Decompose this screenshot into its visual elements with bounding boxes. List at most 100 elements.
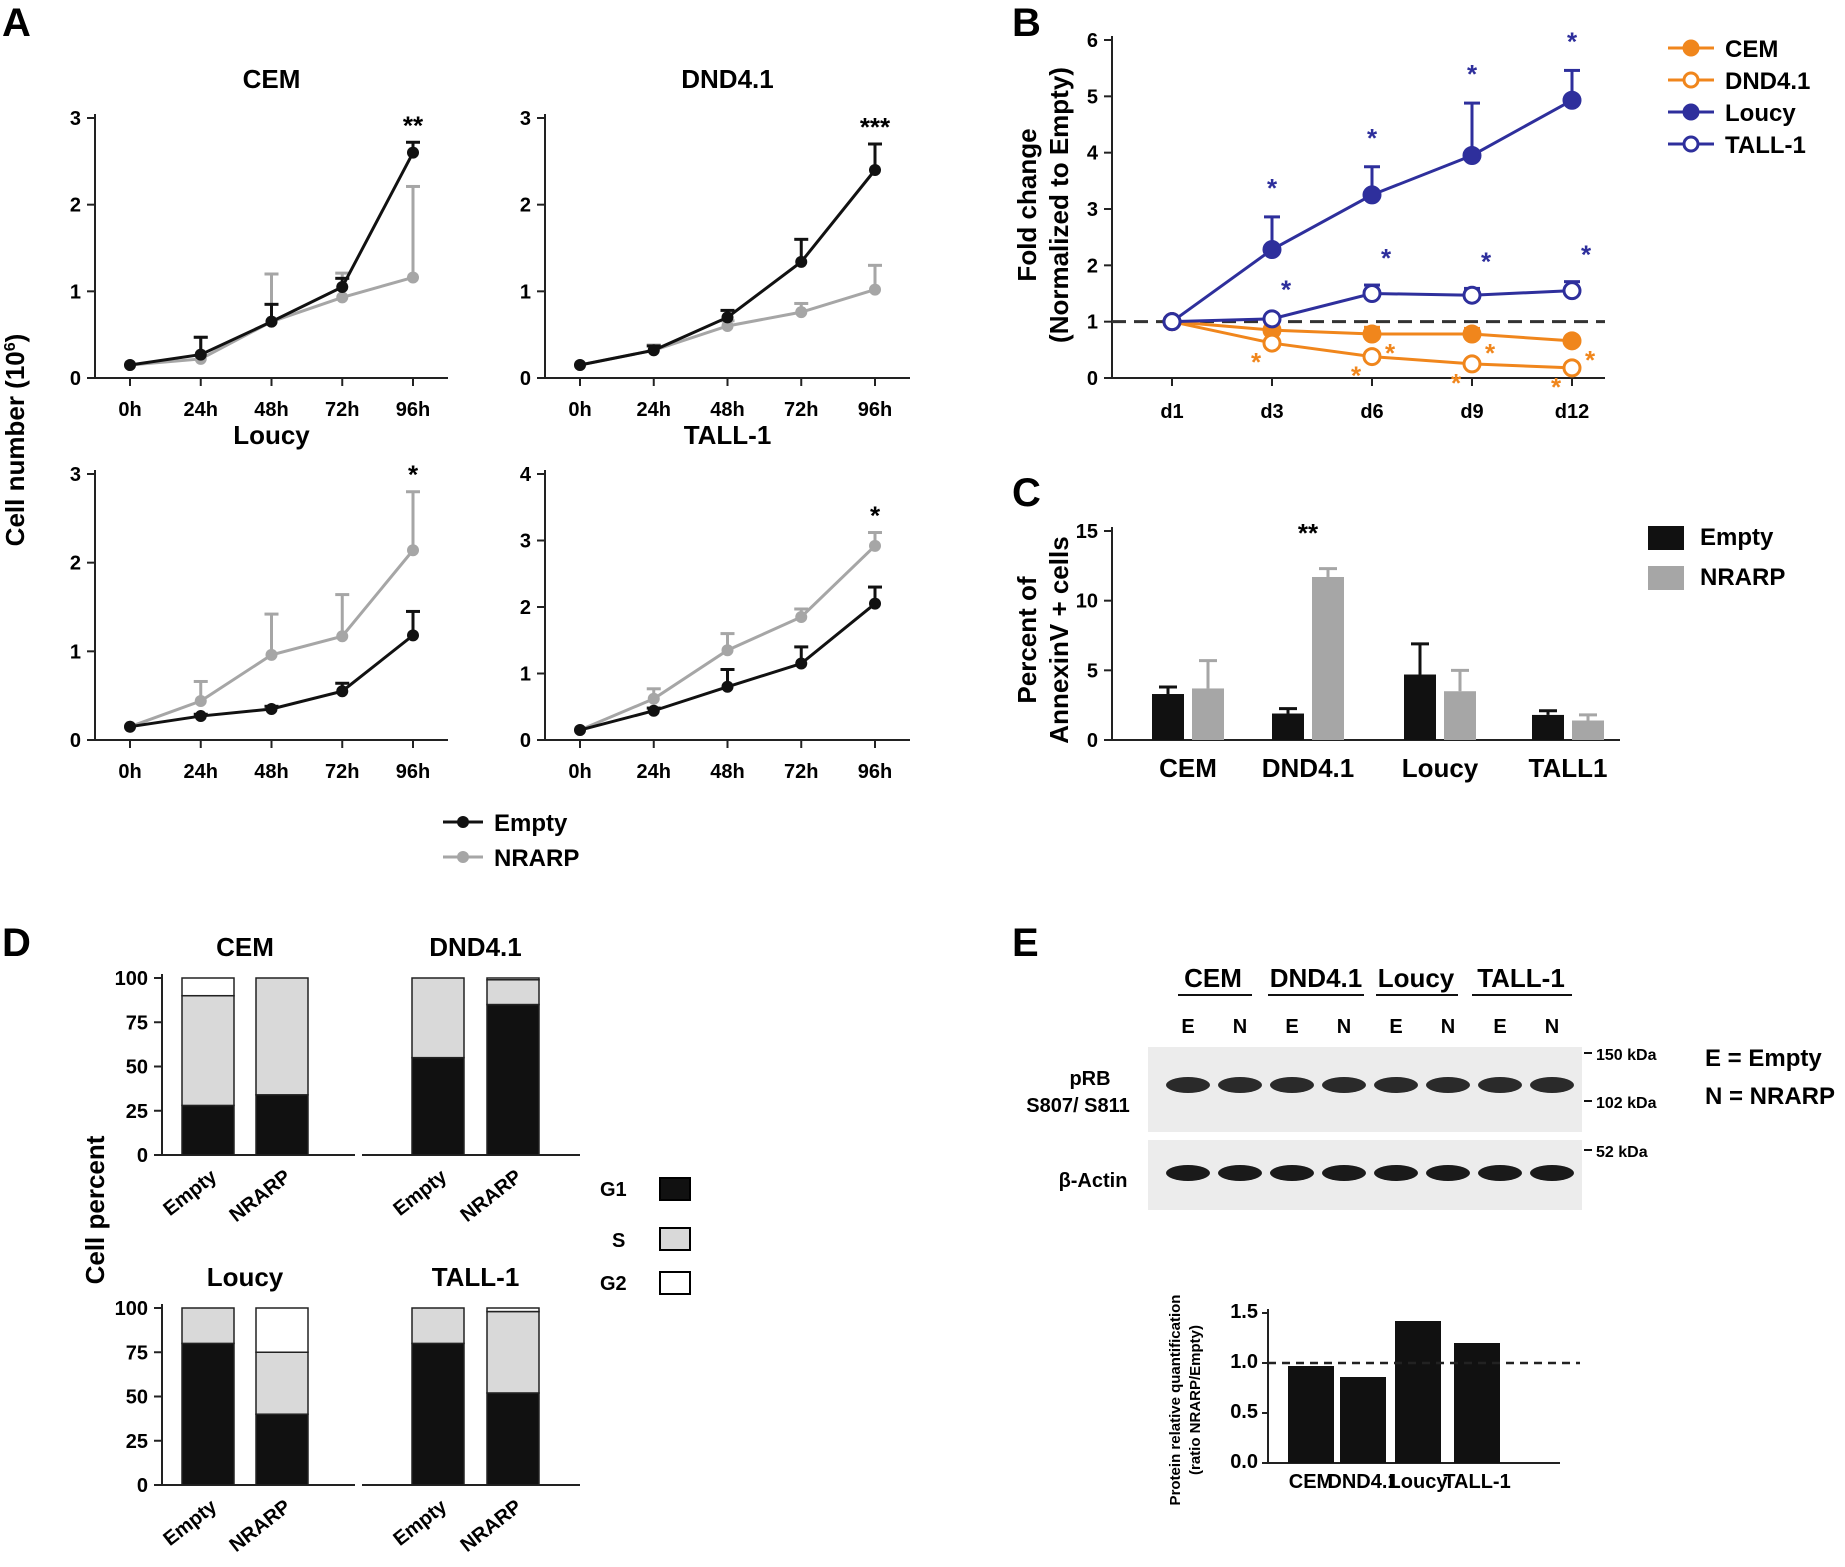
x-tick-label: 0h xyxy=(118,399,141,421)
lane-label: N xyxy=(1337,1016,1351,1038)
y-tick-label: 3 xyxy=(70,108,81,130)
x-tick-label: 24h xyxy=(637,761,671,783)
blot-row-prb-site: S807/ S811 xyxy=(1026,1095,1129,1117)
x-tick-label: 96h xyxy=(858,399,892,421)
y-tick-label: 1 xyxy=(70,281,81,303)
y-tick-label: 100 xyxy=(115,968,148,990)
bar-empty xyxy=(1152,694,1184,740)
key-nrarp: N = NRARP xyxy=(1705,1083,1835,1110)
bar-empty xyxy=(1272,713,1304,740)
legend-label-cem: CEM xyxy=(1725,36,1778,63)
panel-e-ylabel-line1: Protein relative quantification xyxy=(1167,1295,1184,1506)
data-point-empty xyxy=(265,315,278,328)
y-tick-label: 1 xyxy=(70,641,81,663)
data-point-empty xyxy=(194,348,207,361)
significance-mark: * xyxy=(1585,345,1596,375)
x-tick-label: DND4.1 xyxy=(1262,753,1354,783)
y-tick-label: 3 xyxy=(520,108,531,130)
marker-150: 150 kDa xyxy=(1596,1047,1657,1064)
stacked-segment-g1 xyxy=(411,1342,465,1486)
legend-s-label: S xyxy=(612,1230,625,1252)
data-point-nrarp xyxy=(194,694,207,707)
stacked-segment-g1 xyxy=(255,1094,309,1156)
chart-title: DND4.1 xyxy=(681,64,773,94)
x-tick-label: Loucy xyxy=(1402,753,1479,783)
legend-marker-cem xyxy=(1682,39,1700,57)
x-tick-label: DND4.1 xyxy=(1327,1471,1398,1493)
significance-mark: * xyxy=(1581,240,1592,270)
chart-title: TALL-1 xyxy=(432,1262,520,1292)
y-tick-label: 0 xyxy=(1087,730,1098,752)
data-point-empty xyxy=(869,597,881,610)
blot-header-cem: CEM xyxy=(1184,963,1242,993)
x-tick-label: NRARP xyxy=(225,1496,295,1557)
x-tick-label: d9 xyxy=(1460,401,1483,423)
panel-b-ylabel-line1: Fold change xyxy=(1012,128,1042,281)
y-tick-label: 0.0 xyxy=(1230,1451,1258,1473)
legend-s-swatch xyxy=(659,1227,691,1251)
y-tick-label: 75 xyxy=(126,1012,148,1034)
x-tick-label: 0h xyxy=(568,399,591,421)
band-prb xyxy=(1426,1077,1470,1093)
data-point-empty xyxy=(721,311,734,324)
y-tick-label: 50 xyxy=(126,1387,148,1409)
y-tick-label: 4 xyxy=(1087,143,1099,165)
data-point-tall-1 xyxy=(1362,284,1382,303)
x-tick-label: 24h xyxy=(637,399,671,421)
data-point-empty xyxy=(721,680,734,693)
x-tick-label: d3 xyxy=(1260,401,1283,423)
y-tick-label: 2 xyxy=(70,195,81,217)
panel-c-legend: Empty NRARP xyxy=(1648,524,1785,591)
stacked-segment-s xyxy=(255,977,309,1096)
x-tick-label: Empty xyxy=(389,1495,451,1551)
chart-title: DND4.1 xyxy=(429,932,521,962)
significance-mark: * xyxy=(1381,243,1392,273)
data-point-empty xyxy=(336,281,349,293)
x-tick-label: Empty xyxy=(159,1495,221,1551)
x-tick-label: 72h xyxy=(325,399,359,421)
legend-nrarp-marker xyxy=(457,851,469,863)
x-tick-label: 72h xyxy=(784,761,818,783)
x-tick-label: Empty xyxy=(389,1165,451,1221)
significance-mark: * xyxy=(1351,361,1362,391)
data-point-cem xyxy=(1362,324,1382,344)
bar-nrarp xyxy=(1192,688,1224,740)
data-point-empty xyxy=(795,657,808,670)
legend-label-dnd4.1: DND4.1 xyxy=(1725,68,1810,95)
panel-d-ylabel: Cell percent xyxy=(80,1135,110,1284)
y-tick-label: 25 xyxy=(126,1431,148,1453)
panel-d-chart-tall-1: TALL-1 Empty NRARP xyxy=(362,1262,580,1557)
y-tick-label: 0.5 xyxy=(1230,1401,1258,1423)
significance-mark: * xyxy=(1481,246,1492,276)
y-tick-label: 0 xyxy=(137,1475,148,1497)
panel-d-legend: G1 S G2 xyxy=(600,1177,691,1295)
data-point-tall-1 xyxy=(1462,285,1482,305)
panel-label-a: A xyxy=(2,1,31,45)
x-tick-label: NRARP xyxy=(225,1166,295,1227)
y-tick-label: 3 xyxy=(70,464,81,486)
blot-bands xyxy=(1166,1077,1574,1181)
chart-title: CEM xyxy=(243,64,301,94)
x-tick-label: 48h xyxy=(710,761,744,783)
legend-label-loucy: Loucy xyxy=(1725,100,1796,127)
x-tick-label: NRARP xyxy=(456,1496,526,1557)
band-prb xyxy=(1166,1077,1210,1093)
bar-nrarp xyxy=(1572,720,1604,740)
band-actin xyxy=(1530,1165,1574,1181)
stacked-segment-g1 xyxy=(411,1056,465,1156)
blot-header-dnd41: DND4.1 xyxy=(1270,963,1362,993)
blot-row-prb: pRB xyxy=(1069,1068,1110,1090)
y-tick-label: 5 xyxy=(1087,86,1098,108)
x-tick-label: 0h xyxy=(568,761,591,783)
data-point-empty xyxy=(647,344,660,357)
x-tick-label: Loucy xyxy=(1389,1471,1449,1493)
chart-title: Loucy xyxy=(233,420,310,450)
y-tick-label: 3 xyxy=(520,531,531,553)
data-point-loucy xyxy=(1562,90,1582,110)
band-prb xyxy=(1374,1077,1418,1093)
stacked-segment-g2 xyxy=(181,977,235,997)
marker-52: 52 kDa xyxy=(1596,1144,1648,1161)
x-tick-label: 48h xyxy=(254,761,288,783)
blot-header-tall1: TALL-1 xyxy=(1477,963,1565,993)
